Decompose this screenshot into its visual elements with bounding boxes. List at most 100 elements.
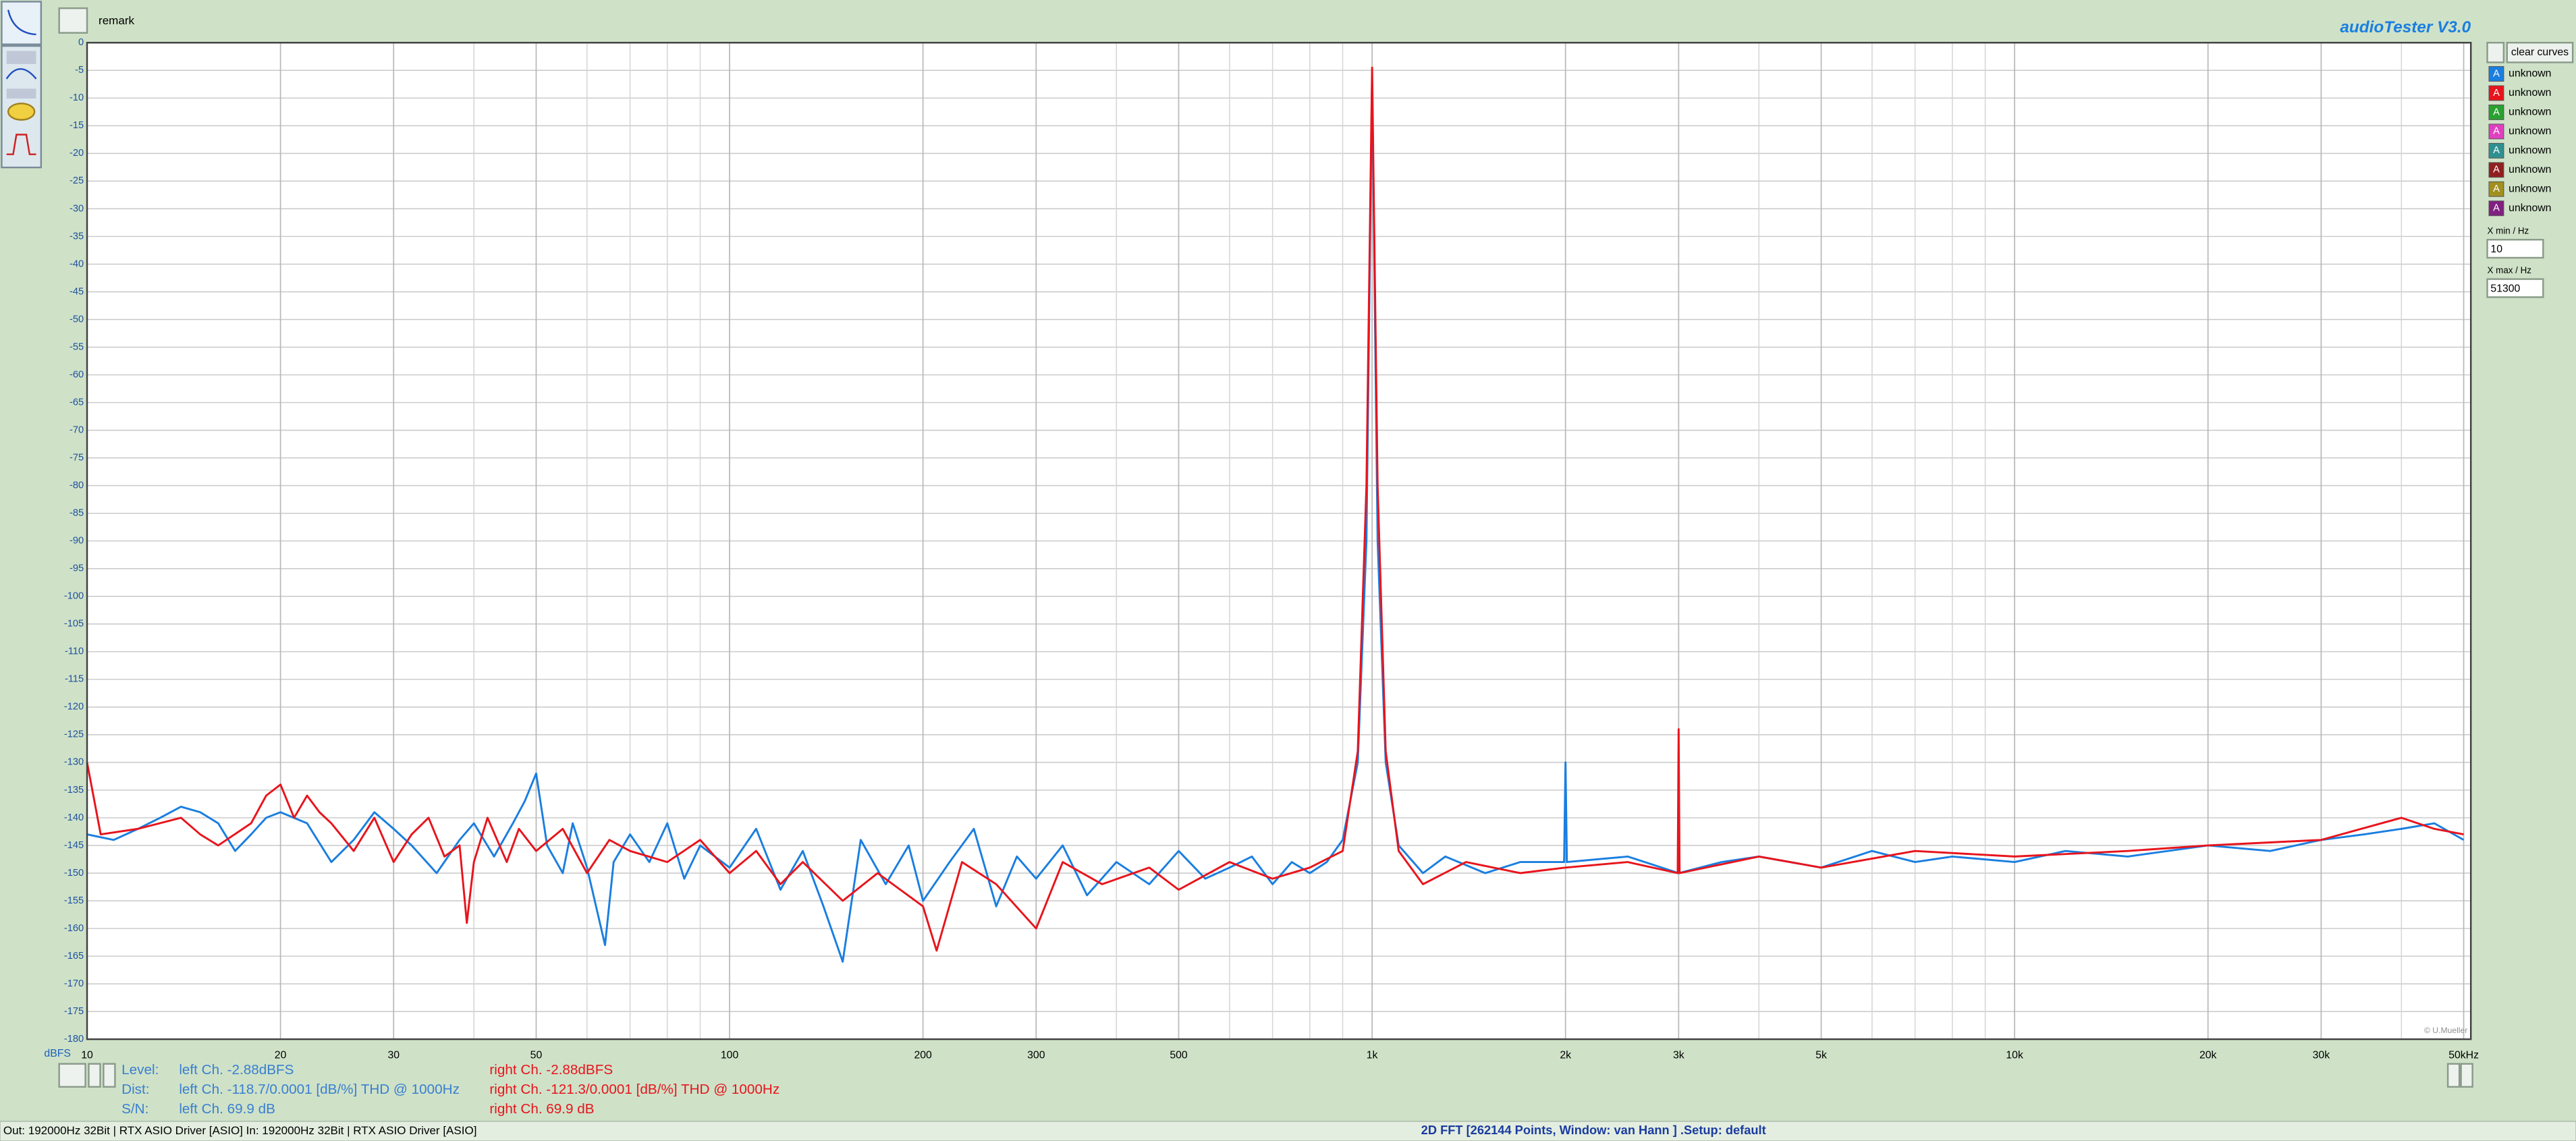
y-tick-label: -110 [65,646,84,657]
clear-curves-button[interactable] [2506,42,2574,63]
xmax-label: X max / Hz [2488,265,2532,275]
curve-swatch[interactable] [2488,200,2504,217]
remark-spinner[interactable] [58,7,88,34]
plot-border [86,42,2472,1040]
curve-name[interactable]: unknown [2509,164,2551,175]
tool-icon[interactable] [6,134,36,155]
status-left: Out: 192000Hz 32Bit | RTX ASIO Driver [A… [3,1124,477,1137]
curve-swatch[interactable] [2488,123,2504,140]
curve-swatch[interactable] [2488,142,2504,159]
scroll-right[interactable] [2460,1063,2473,1088]
scroll-left[interactable] [88,1063,101,1088]
x-tick-label: 50kHz [2448,1050,2479,1061]
curve-swatch[interactable] [2488,85,2504,101]
y-tick-label: -55 [70,341,84,352]
y-tick-label: -140 [64,812,84,823]
y-tick-label: -70 [70,424,84,435]
curve-name[interactable]: unknown [2509,183,2551,194]
y-tick-label: -30 [70,203,84,214]
tool-button[interactable] [6,51,36,64]
y-tick-label: -155 [64,895,84,906]
y-tick-label: -85 [70,508,84,519]
readouts: Level: left Ch. -2.88dBFS right Ch. -2.88d… [121,1062,779,1117]
remark-label: remark [99,14,134,27]
scroll-right[interactable] [103,1063,116,1088]
y-tick-label: -10 [70,92,84,103]
readout-left: left Ch. -2.88dBFS [179,1062,294,1078]
x-tick-label: 30k [2313,1050,2330,1061]
clear-curves-label[interactable]: clear curves [2511,47,2569,58]
xmax-value[interactable]: 51300 [2490,283,2520,294]
curve-spinner[interactable] [2486,42,2505,63]
curve-letter[interactable]: A [2493,203,2500,214]
y-tick-label: -80 [70,480,84,491]
curves [86,66,2465,963]
y-tick-label: -150 [64,868,84,879]
copyright: © U.Mueller [2424,1026,2467,1035]
tool-icon [7,9,36,36]
y-tick-label: -15 [70,120,84,131]
curve-name[interactable]: unknown [2509,145,2551,157]
curve-letter[interactable]: A [2493,126,2500,137]
x-tick-label: 500 [1170,1050,1188,1061]
xmin-input[interactable] [2486,239,2544,259]
y-tick-label: -95 [70,563,84,574]
x-tick-label: 10k [2006,1050,2023,1061]
x-tick-label: 2k [1560,1050,1571,1061]
curve-letter[interactable]: A [2493,88,2500,99]
tool-button[interactable] [1,1,43,45]
y-tick-label: -20 [70,148,84,159]
tool-icon[interactable] [7,103,36,121]
curve-swatch[interactable] [2488,104,2504,120]
curve-letter[interactable]: A [2493,68,2500,79]
x-tick-label: 20k [2199,1050,2217,1061]
curve-letter[interactable]: A [2493,145,2500,156]
y-tick-label: -90 [70,536,84,547]
curve-swatch[interactable] [2488,162,2504,178]
status-bar [0,1121,2576,1141]
y-tick-label: -35 [70,231,84,242]
bottom-spinner[interactable] [58,1063,86,1088]
readout-right: right Ch. 69.9 dB [489,1101,594,1117]
x-tick-label: 50 [530,1050,543,1061]
y-tick-label: -100 [64,591,84,602]
curve-name[interactable]: unknown [2509,202,2551,214]
curve-letter[interactable]: A [2493,184,2500,194]
curve-name[interactable]: unknown [2509,107,2551,118]
y-tick-label: -25 [70,175,84,186]
y-tick-label: -60 [70,369,84,380]
y-tick-label: -50 [70,314,84,325]
curve-letter[interactable]: A [2493,107,2500,117]
y-tick-label: -115 [65,674,84,685]
curve-letter[interactable]: A [2493,165,2500,175]
scroll-left[interactable] [2446,1063,2461,1088]
x-tick-label: 5k [1815,1050,1827,1061]
x-tick-label: 100 [721,1050,739,1061]
x-tick-label: 1k [1367,1050,1378,1061]
readout-right: right Ch. -121.3/0.0001 [dB/%] THD @ 100… [489,1082,779,1097]
y-tick-label: -125 [64,729,84,740]
y-tick-label: -45 [70,286,84,297]
y-tick-label: -175 [64,1006,84,1017]
x-tick-label: 300 [1027,1050,1045,1061]
x-tick-label: 200 [914,1050,932,1061]
y-tick-label: -180 [64,1034,84,1045]
readout-label: Level: [121,1062,159,1078]
curve-swatch[interactable] [2488,181,2504,197]
curve-name[interactable]: unknown [2509,87,2551,99]
xmin-value[interactable]: 10 [2490,244,2502,255]
curve-name[interactable]: unknown [2509,68,2551,80]
y-tick-label: -130 [64,757,84,768]
tool-button[interactable] [6,88,36,99]
y-tick-label: -135 [64,785,84,796]
y-tick-label: -165 [64,951,84,962]
curve-swatch[interactable] [2488,66,2504,82]
app-title: audioTester V3.0 [2340,18,2471,36]
tool-icon[interactable] [5,67,37,80]
readout-label: S/N: [121,1101,148,1117]
curve-name[interactable]: unknown [2509,126,2551,137]
y-tick-label: -5 [75,65,84,76]
xmax-input[interactable] [2486,278,2544,298]
